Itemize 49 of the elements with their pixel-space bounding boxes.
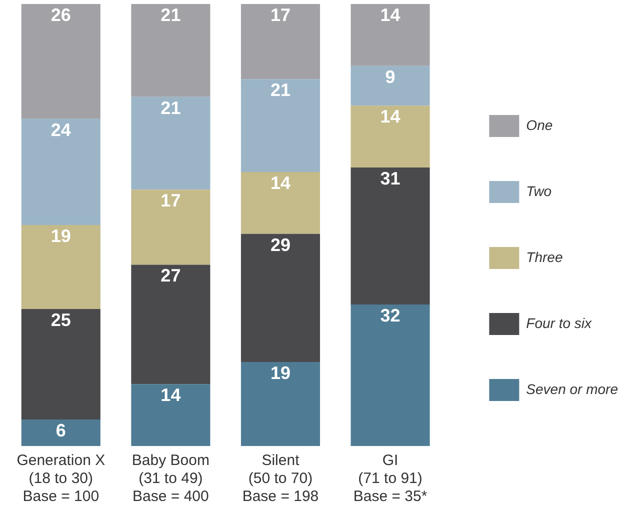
data-label: 19 (270, 362, 291, 383)
data-label: 17 (160, 190, 181, 211)
legend-label: Four to six (526, 314, 593, 331)
bar (21, 225, 100, 309)
bar (240, 362, 320, 446)
bar (350, 66, 430, 106)
data-label: 31 (380, 168, 400, 189)
bar (131, 384, 210, 446)
data-label: 29 (270, 234, 291, 255)
legend-label: Three (526, 248, 563, 265)
legend-label: One (526, 116, 553, 133)
data-label: 26 (50, 4, 71, 25)
data-label: 21 (270, 80, 291, 100)
data-label: 14 (380, 4, 400, 25)
x-tick-label: Baby Boom (31 to 49) Base = 400 (132, 452, 210, 506)
data-label: 6 (56, 420, 66, 440)
data-label: 14 (380, 106, 400, 127)
legend-label: Seven or more (526, 380, 618, 397)
x-tick-label: Silent (50 to 70) Base = 198 (242, 452, 319, 506)
bar (240, 4, 320, 80)
data-label: 21 (160, 98, 181, 118)
data-label: 9 (385, 66, 396, 87)
bar (350, 4, 430, 66)
bar (21, 419, 100, 446)
bar (21, 308, 100, 420)
bar (350, 304, 430, 446)
bar (350, 168, 430, 305)
data-label: 27 (160, 266, 181, 286)
data-label: 19 (50, 226, 71, 246)
data-label: 32 (380, 306, 400, 326)
bar (131, 4, 210, 97)
data-label: 14 (160, 385, 181, 406)
data-label: 21 (160, 4, 181, 25)
legend-label: Two (526, 182, 552, 199)
bar (350, 106, 430, 168)
data-label: 14 (270, 172, 291, 193)
data-label: 24 (50, 120, 71, 140)
bar (240, 172, 320, 234)
data-label: 25 (50, 310, 71, 330)
bar (21, 4, 100, 119)
bar (131, 190, 210, 265)
bar (21, 118, 100, 225)
x-tick-label: Generation X (18 to 30) Base = 100 (16, 452, 106, 506)
bar (240, 79, 320, 172)
data-label: 17 (270, 4, 291, 25)
bar (131, 96, 210, 190)
bar (131, 264, 210, 384)
bar (240, 234, 320, 362)
x-tick-label: GI (71 to 91) Base = 35* (353, 452, 428, 506)
